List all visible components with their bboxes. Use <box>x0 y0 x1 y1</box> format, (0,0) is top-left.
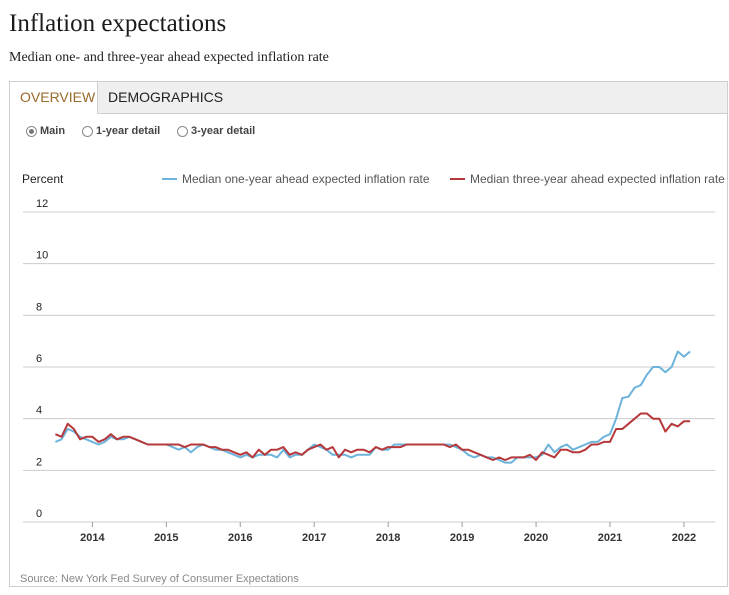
radio-main-label: Main <box>40 125 66 137</box>
y-tick-6: 6 <box>36 353 42 365</box>
page-title: Inflation expectations <box>9 10 227 37</box>
tab-demographics[interactable]: DEMOGRAPHICS <box>108 89 224 105</box>
x-tick-labels: 2014 2015 2016 2017 2018 2019 2020 2021 2022 <box>80 522 696 544</box>
series-line-three-year[interactable] <box>55 412 691 461</box>
y-tick-12: 12 <box>36 198 48 210</box>
x-tick-2014: 2014 <box>80 532 105 544</box>
radio-1-year-detail[interactable]: 1-year detail <box>82 125 160 137</box>
radio-3-year-dot[interactable] <box>177 125 188 137</box>
page-subtitle: Median one- and three-year ahead expecte… <box>9 50 329 65</box>
tab-overview[interactable]: OVERVIEW <box>10 82 98 114</box>
x-tick-2016: 2016 <box>228 532 252 544</box>
y-tick-0: 0 <box>36 508 42 520</box>
x-tick-2015: 2015 <box>154 532 178 544</box>
y-tick-10: 10 <box>36 250 48 262</box>
x-tick-2020: 2020 <box>524 532 548 544</box>
y-tick-labels: 0 2 4 6 8 10 12 <box>36 198 48 520</box>
y-tick-2: 2 <box>36 456 42 468</box>
grid-lines <box>23 211 715 523</box>
x-tick-2018: 2018 <box>376 532 400 544</box>
x-tick-2017: 2017 <box>302 532 326 544</box>
radio-1-year-label: 1-year detail <box>96 125 161 137</box>
radio-1-year-dot[interactable] <box>82 125 93 137</box>
y-axis-label: Percent <box>22 172 64 186</box>
y-tick-4: 4 <box>36 405 42 417</box>
chart-panel: OVERVIEW DEMOGRAPHICS Main 1-year detail… <box>9 81 728 587</box>
tab-bar: OVERVIEW DEMOGRAPHICS <box>10 82 727 114</box>
legend-label-three-year[interactable]: Median three-year ahead expected inflati… <box>470 172 725 186</box>
radio-main[interactable]: Main <box>26 125 65 137</box>
series-lines <box>55 350 691 464</box>
radio-3-year-label: 3-year detail <box>191 125 256 137</box>
y-tick-8: 8 <box>36 301 42 313</box>
radio-3-year-detail[interactable]: 3-year detail <box>177 125 255 137</box>
legend-label-one-year[interactable]: Median one-year ahead expected inflation… <box>182 172 430 186</box>
radio-main-dot[interactable] <box>26 125 37 137</box>
x-tick-2019: 2019 <box>450 532 474 544</box>
x-tick-2022: 2022 <box>672 532 696 544</box>
x-tick-2021: 2021 <box>598 532 622 544</box>
legend[interactable]: Median one-year ahead expected inflation… <box>162 172 725 186</box>
source-note: Source: New York Fed Survey of Consumer … <box>20 573 299 585</box>
series-line-one-year[interactable] <box>55 350 691 464</box>
